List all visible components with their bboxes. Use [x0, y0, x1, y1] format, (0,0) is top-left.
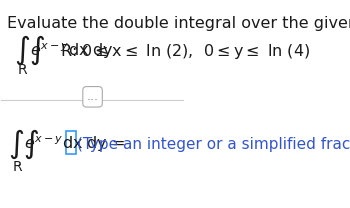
Text: $e^{x-y}$dx dy: $e^{x-y}$dx dy — [30, 42, 113, 62]
Text: ∫∫: ∫∫ — [14, 36, 46, 65]
Text: R: 0$\leq$x$\leq$ ln (2),  0$\leq$y$\leq$ ln (4): R: 0$\leq$x$\leq$ ln (2), 0$\leq$y$\leq$… — [60, 42, 310, 61]
Text: (Type an integer or a simplified fraction.): (Type an integer or a simplified fractio… — [77, 136, 350, 151]
Text: ...: ... — [86, 90, 99, 103]
FancyBboxPatch shape — [66, 131, 76, 154]
Text: ∫∫: ∫∫ — [9, 129, 41, 159]
Text: Evaluate the double integral over the given region R.: Evaluate the double integral over the gi… — [7, 16, 350, 31]
Text: $e^{x-y}$dx dy =: $e^{x-y}$dx dy = — [24, 134, 125, 154]
Text: R: R — [12, 160, 22, 174]
Text: R: R — [18, 63, 27, 77]
